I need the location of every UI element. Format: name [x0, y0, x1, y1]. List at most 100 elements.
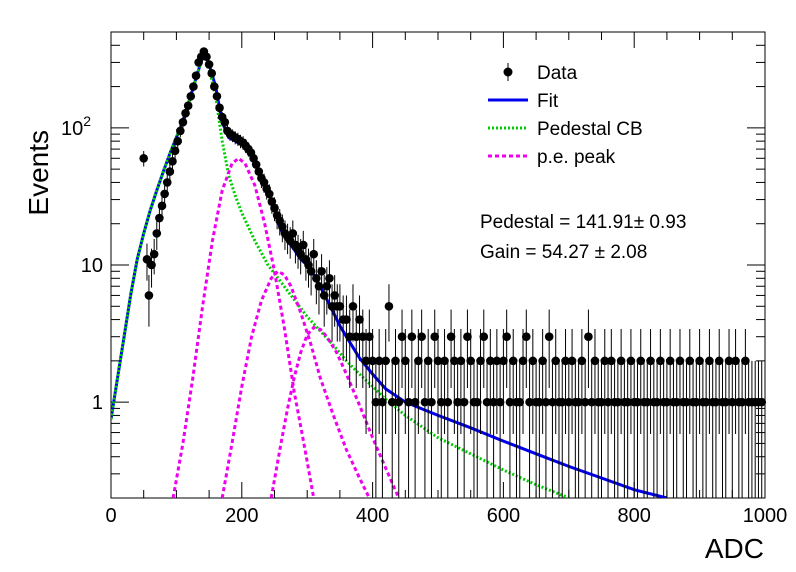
data-point	[309, 249, 319, 259]
fit-annotations: Pedestal = 141.91± 0.93 Gain = 54.27 ± 2.…	[480, 212, 686, 263]
y-tick-label: 102	[61, 113, 91, 140]
data-point	[207, 68, 217, 78]
data-point	[574, 397, 583, 407]
data-point	[358, 332, 368, 342]
data-point	[508, 356, 518, 366]
data-point	[351, 332, 361, 342]
data-point	[173, 136, 183, 146]
data-point	[204, 60, 214, 69]
data-point	[443, 397, 453, 407]
data-point	[525, 397, 534, 407]
x-axis-label: ADC	[705, 533, 764, 564]
data-point	[381, 356, 390, 366]
data-point	[692, 397, 701, 407]
data-series	[111, 47, 767, 498]
data-point	[394, 397, 404, 407]
data-point	[544, 332, 554, 342]
legend-label: Data	[537, 63, 578, 84]
legend-label: p.e. peak	[537, 147, 616, 168]
data-point	[731, 356, 740, 366]
data-point	[561, 356, 570, 366]
x-tick-label: 600	[487, 505, 520, 527]
data-point	[453, 397, 462, 407]
data-point	[371, 397, 381, 407]
data-point	[714, 356, 724, 366]
data-point	[342, 315, 351, 324]
legend-label: Fit	[537, 91, 559, 112]
data-point	[170, 146, 180, 156]
data-point	[600, 356, 610, 366]
data-point	[391, 356, 400, 366]
data-point	[535, 397, 544, 407]
data-point	[721, 397, 731, 407]
data-point	[603, 397, 613, 407]
x-tick-label: 1000	[743, 505, 788, 527]
data-point	[616, 356, 626, 366]
data-point	[557, 397, 567, 407]
data-point	[672, 397, 682, 407]
data-point	[551, 356, 561, 366]
data-point	[580, 397, 590, 407]
data-point	[584, 332, 593, 342]
x-tick-label: 0	[105, 505, 116, 527]
data-point	[541, 397, 551, 407]
data-point	[476, 356, 485, 366]
data-point	[374, 356, 384, 366]
data-point	[728, 397, 737, 407]
data-point	[430, 332, 440, 342]
data-point	[538, 356, 547, 366]
data-point	[401, 356, 410, 366]
data-point	[548, 397, 557, 407]
data-point	[440, 356, 449, 366]
data-point	[368, 356, 377, 366]
axis-ticks: 0 200 400 600 800 1000 1 10 102	[61, 31, 788, 527]
legend-marker	[503, 67, 513, 77]
data-point	[407, 332, 417, 342]
data-point	[176, 126, 185, 136]
data-point	[597, 397, 606, 407]
data-point	[695, 356, 704, 366]
data-point	[436, 397, 446, 407]
data-point	[636, 356, 646, 366]
data-point	[675, 356, 685, 366]
data-point	[427, 397, 436, 407]
data-point	[472, 397, 482, 407]
data-point	[178, 117, 188, 127]
data-point	[521, 332, 531, 342]
data-point	[355, 315, 364, 324]
data-point	[528, 356, 538, 366]
data-point	[466, 356, 476, 366]
data-point	[757, 397, 767, 407]
data-point	[587, 397, 596, 407]
data-point	[423, 356, 433, 366]
y-axis-label: Events	[23, 130, 54, 216]
data-point	[220, 117, 230, 127]
data-point	[486, 356, 495, 366]
data-point	[518, 356, 528, 366]
data-point	[613, 397, 623, 407]
data-point	[325, 273, 334, 283]
y-tick-label: 10	[81, 255, 103, 277]
data-point	[215, 103, 224, 113]
data-point	[492, 356, 502, 366]
data-point	[463, 332, 472, 342]
data-point	[404, 397, 413, 407]
data-point	[646, 356, 655, 366]
fit-curve-p-e-peak-2	[220, 269, 371, 498]
data-point	[711, 397, 721, 407]
data-point	[378, 397, 387, 407]
data-point	[417, 332, 426, 342]
data-point	[459, 397, 469, 407]
data-point	[515, 397, 525, 407]
data-point	[191, 71, 201, 81]
data-point	[479, 332, 489, 342]
data-point	[642, 397, 652, 407]
data-point	[633, 397, 642, 407]
data-point	[186, 91, 196, 101]
data-point	[189, 82, 198, 91]
data-point	[149, 249, 159, 259]
data-point	[623, 397, 632, 407]
data-point	[724, 356, 734, 366]
y-tick-exponent: 2	[83, 113, 91, 129]
